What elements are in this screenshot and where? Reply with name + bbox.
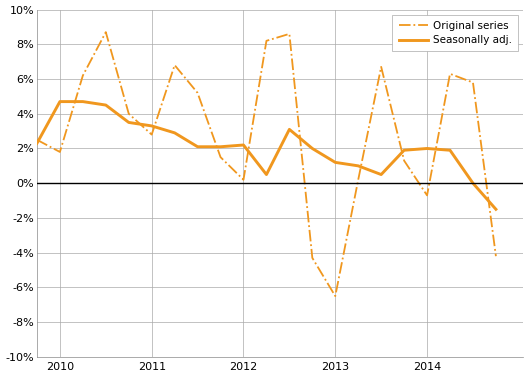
Line: Seasonally adj.: Seasonally adj. [37,102,496,209]
Seasonally adj. [470,181,476,186]
Original series [378,65,385,69]
Original series [263,39,270,43]
Original series [195,91,201,95]
Original series [240,178,247,182]
Original series [332,294,339,298]
Seasonally adj. [424,146,430,151]
Original series [447,71,453,76]
Seasonally adj. [195,144,201,149]
Original series [424,193,430,198]
Original series [286,32,293,36]
Seasonally adj. [286,127,293,132]
Original series [149,132,155,137]
Original series [103,30,109,34]
Seasonally adj. [378,172,385,177]
Seasonally adj. [171,130,178,135]
Original series [80,73,86,78]
Seasonally adj. [355,164,361,168]
Original series [401,158,407,163]
Seasonally adj. [217,144,224,149]
Seasonally adj. [149,124,155,128]
Original series [125,112,132,116]
Original series [309,256,315,260]
Seasonally adj. [492,207,499,212]
Seasonally adj. [332,160,339,165]
Seasonally adj. [80,99,86,104]
Seasonally adj. [309,146,315,151]
Original series [470,80,476,85]
Seasonally adj. [125,120,132,125]
Original series [34,138,40,142]
Seasonally adj. [103,103,109,107]
Original series [57,150,63,154]
Seasonally adj. [57,99,63,104]
Original series [217,155,224,160]
Original series [355,178,361,182]
Original series [492,254,499,259]
Seasonally adj. [34,141,40,146]
Seasonally adj. [447,148,453,152]
Seasonally adj. [263,172,270,177]
Original series [171,63,178,67]
Legend: Original series, Seasonally adj.: Original series, Seasonally adj. [393,15,518,51]
Seasonally adj. [401,148,407,152]
Seasonally adj. [240,143,247,147]
Line: Original series: Original series [37,32,496,296]
